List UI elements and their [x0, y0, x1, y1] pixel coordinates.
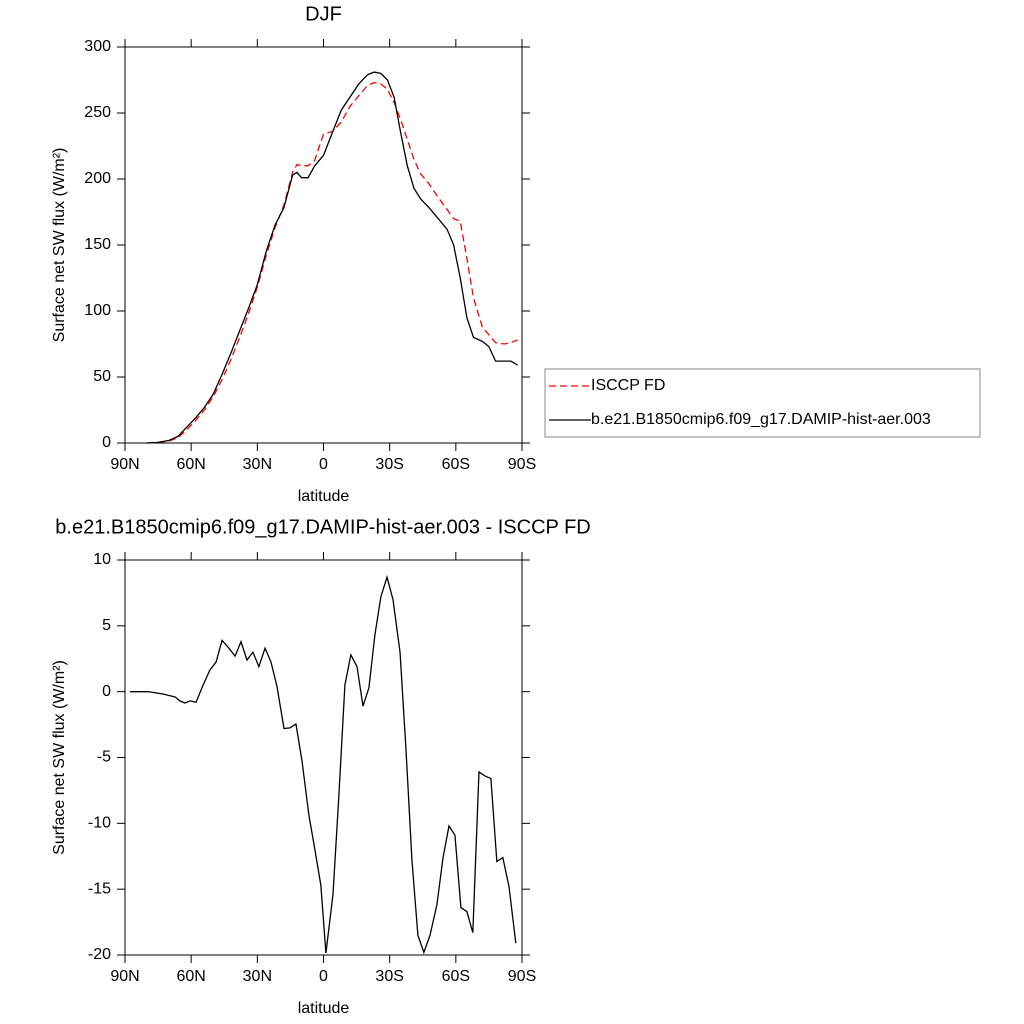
data-line [130, 574, 517, 955]
x-tick-label: 60N [176, 968, 205, 985]
y-tick-label: 0 [102, 683, 111, 700]
y-tick-label: -15 [88, 880, 111, 897]
x-tick-label: 90S [508, 456, 536, 473]
x-tick-label: 30S [375, 456, 403, 473]
x-tick-label: 30N [243, 456, 272, 473]
y-tick-label: 250 [84, 104, 111, 121]
plot-frame [124, 559, 523, 956]
y-tick-label: 0 [102, 434, 111, 451]
x-axis-label: latitude [298, 1000, 350, 1017]
x-tick-label: 30N [243, 968, 272, 985]
chart-title: DJF [305, 3, 342, 25]
y-tick-label: -10 [88, 815, 111, 832]
legend-box [544, 368, 981, 438]
x-tick-label: 0 [319, 456, 328, 473]
y-axis-label: Surface net SW flux (W/m²) [51, 148, 68, 343]
y-axis-label: Surface net SW flux (W/m²) [51, 660, 68, 855]
x-tick-label: 90N [110, 968, 139, 985]
plot-frame [124, 46, 523, 444]
y-tick-label: 5 [102, 617, 111, 634]
y-tick-label: -5 [97, 749, 111, 766]
y-tick-label: 10 [93, 551, 111, 568]
x-tick-label: 0 [319, 968, 328, 985]
x-tick-label: 60N [176, 456, 205, 473]
x-tick-label: 90S [508, 968, 536, 985]
data-line [147, 71, 518, 444]
chart-title: b.e21.B1850cmip6.f09_g17.DAMIP-hist-aer.… [55, 516, 590, 538]
legend-label: b.e21.B1850cmip6.f09_g17.DAMIP-hist-aer.… [591, 411, 931, 428]
x-tick-label: 60S [442, 456, 470, 473]
y-tick-label: 200 [84, 170, 111, 187]
y-tick-label: 300 [84, 38, 111, 55]
x-tick-label: 90N [110, 456, 139, 473]
x-axis-label: latitude [298, 488, 350, 505]
y-tick-label: -20 [88, 946, 111, 963]
y-tick-label: 150 [84, 236, 111, 253]
x-tick-label: 60S [442, 968, 470, 985]
y-tick-label: 50 [93, 368, 111, 385]
x-tick-label: 30S [375, 968, 403, 985]
legend-label: ISCCP FD [591, 377, 665, 394]
data-line [147, 81, 518, 444]
y-tick-label: 100 [84, 302, 111, 319]
